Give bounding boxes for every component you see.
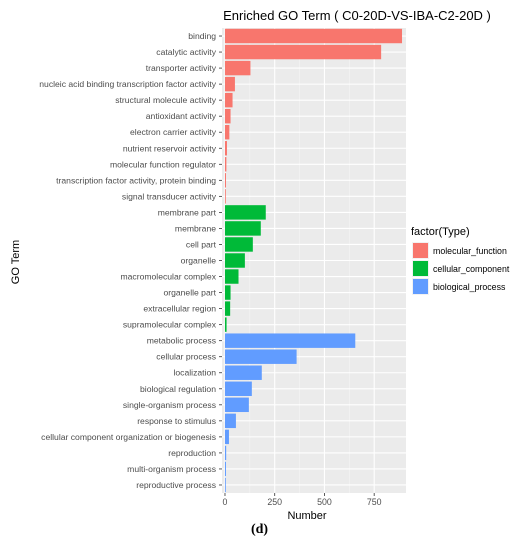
- bar: [224, 477, 226, 493]
- x-tick-label: 500: [317, 497, 332, 507]
- y-tick-label: membrane part: [158, 207, 217, 217]
- bar: [224, 381, 252, 396]
- legend-label: cellular_component: [433, 264, 510, 274]
- bar: [224, 237, 253, 252]
- y-tick-label: response to stimulus: [137, 416, 216, 426]
- bar: [224, 333, 356, 348]
- y-tick-label: extracellular region: [143, 304, 216, 314]
- bar: [224, 349, 297, 364]
- legend-title: factor(Type): [411, 226, 470, 238]
- bar: [224, 269, 239, 284]
- x-tick-label: 750: [367, 497, 382, 507]
- y-tick-label: nutrient reservoir activity: [123, 143, 217, 153]
- bar: [224, 92, 233, 108]
- x-tick-labels: 0 250 500 750: [223, 493, 382, 507]
- legend-swatch: [413, 279, 428, 294]
- legend: factor(Type) molecular_function cellular_…: [411, 226, 510, 295]
- bar: [224, 301, 231, 316]
- chart-title: Enriched GO Term ( C0-20D-VS-IBA-C2-20D …: [223, 8, 491, 23]
- y-tick-label: macromolecular complex: [120, 272, 216, 282]
- y-tick-label: transporter activity: [146, 63, 217, 73]
- bar: [224, 108, 231, 124]
- bars: [224, 28, 403, 493]
- bar: [224, 60, 251, 76]
- bar: [224, 461, 226, 477]
- y-tick-label: multi-organism process: [127, 464, 216, 474]
- x-axis-label: Number: [287, 510, 326, 520]
- legend-label: biological_process: [433, 282, 506, 292]
- y-tick-label: organelle part: [163, 288, 216, 298]
- bar: [224, 205, 266, 220]
- bar: [224, 445, 227, 461]
- y-tick-label: structural molecule activity: [115, 95, 216, 105]
- y-tick-label: antioxidant activity: [146, 111, 217, 121]
- y-tick-label: binding: [188, 31, 216, 41]
- bar: [224, 189, 226, 204]
- y-tick-label: cell part: [186, 239, 217, 249]
- y-tick-label: signal transducer activity: [122, 191, 217, 201]
- x-tick-label: 0: [223, 497, 228, 507]
- bar: [224, 28, 403, 44]
- y-tick-label: electron carrier activity: [130, 127, 217, 137]
- y-tick-labels: binding catalytic activity transporter act…: [39, 31, 222, 490]
- y-tick-label: biological regulation: [140, 384, 216, 394]
- bar: [224, 285, 231, 300]
- y-tick-label: molecular function regulator: [110, 159, 216, 169]
- y-tick-label: cellular component organization or bioge…: [41, 432, 216, 442]
- y-tick-label: supramolecular complex: [123, 320, 217, 330]
- bar: [224, 397, 249, 413]
- bar: [224, 429, 229, 445]
- bar: [224, 141, 227, 156]
- bar: [224, 44, 382, 60]
- bar: [224, 365, 262, 380]
- y-tick-label: localization: [173, 368, 216, 378]
- y-tick-label: nucleic acid binding transcription facto…: [39, 79, 216, 89]
- y-tick-label: organelle: [181, 256, 217, 266]
- y-tick-label: metabolic process: [147, 336, 216, 346]
- bar: [224, 413, 236, 429]
- y-tick-label: membrane: [175, 223, 216, 233]
- bar: [224, 221, 261, 236]
- y-tick-label: transcription factor activity, protein b…: [56, 175, 216, 185]
- y-tick-label: cellular process: [156, 352, 216, 362]
- legend-swatch: [413, 261, 428, 276]
- y-tick-label: single-organism process: [123, 400, 216, 410]
- bar: [224, 76, 235, 92]
- y-axis-label: GO Term: [10, 240, 22, 284]
- y-tick-label: catalytic activity: [156, 47, 216, 57]
- bar: [224, 253, 245, 268]
- legend-label: molecular_function: [433, 246, 507, 256]
- bar: [224, 157, 227, 172]
- y-tick-label: reproduction: [168, 448, 216, 458]
- bar: [224, 317, 227, 332]
- bar: [224, 125, 230, 140]
- figure-caption: (d): [250, 522, 269, 537]
- bar: [224, 173, 226, 188]
- y-tick-label: reproductive process: [136, 480, 216, 490]
- x-tick-label: 250: [267, 497, 282, 507]
- go-enrichment-chart: Enriched GO Term ( C0-20D-VS-IBA-C2-20D …: [10, 8, 510, 520]
- legend-swatch: [413, 243, 428, 258]
